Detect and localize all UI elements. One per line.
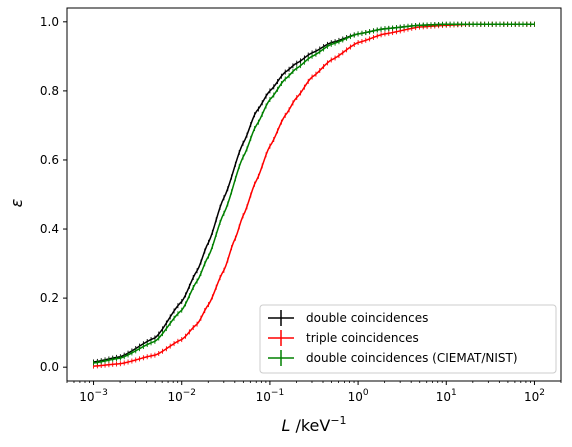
x-tick-label-base: 10 [167,390,182,404]
y-tick-label: 0.4 [40,222,59,236]
x-tick-label-base: 10 [348,390,363,404]
legend-box [259,304,557,374]
y-tick-label: 0.0 [40,360,59,374]
x-tick-label: 10−3 [79,388,108,404]
y-tick-label: 0.6 [40,153,59,167]
x-axis-label: L /keV−1 [281,414,346,435]
y-tick-label: 0.2 [40,291,59,305]
x-tick-label: 10−2 [167,388,196,404]
x-tick-label-exponent: 2 [539,388,545,398]
legend-item-ciemat: double coincidences (CIEMAT/NIST) [268,350,518,366]
legend-item-triple: triple coincidences [268,330,419,346]
y-tick-label: 0.8 [40,84,59,98]
legend-item-double: double coincidences [268,310,428,326]
x-tick-label: 100 [348,388,369,404]
series-2-line [93,23,535,364]
series-2-errorbars [93,21,535,366]
series-layer [93,21,535,369]
legend-label-ciemat: double coincidences (CIEMAT/NIST) [306,351,518,365]
legend-label-double: double coincidences [306,311,428,325]
x-tick-label-exponent: −2 [183,388,196,398]
x-tick-label-base: 10 [436,390,451,404]
x-tick-label-exponent: 1 [451,388,457,398]
y-axis-label: ε [7,198,26,207]
ticks-layer: 0.00.20.40.60.81.010−3 10−2 10−1 100 101 102 [40,15,562,404]
legend-label-triple: triple coincidences [306,331,419,345]
legend: double coincidences triple coincidences … [259,304,557,374]
x-axis-label-exponent: −1 [330,414,346,427]
x-tick-label-exponent: −1 [271,388,284,398]
x-axis-label-unit: /keV [290,416,330,435]
x-tick-label-base: 10 [79,390,94,404]
y-tick-label: 1.0 [40,15,59,29]
plot-frame [66,7,562,382]
x-tick-label-exponent: −3 [95,388,108,398]
x-axis-label-var: L [281,416,290,435]
x-tick-label: 10−1 [256,388,285,404]
x-tick-label: 102 [524,388,545,404]
x-tick-label: 101 [436,388,457,404]
x-tick-label-base: 10 [524,390,539,404]
x-tick-label-exponent: 0 [363,388,369,398]
x-tick-label-base: 10 [256,390,271,404]
